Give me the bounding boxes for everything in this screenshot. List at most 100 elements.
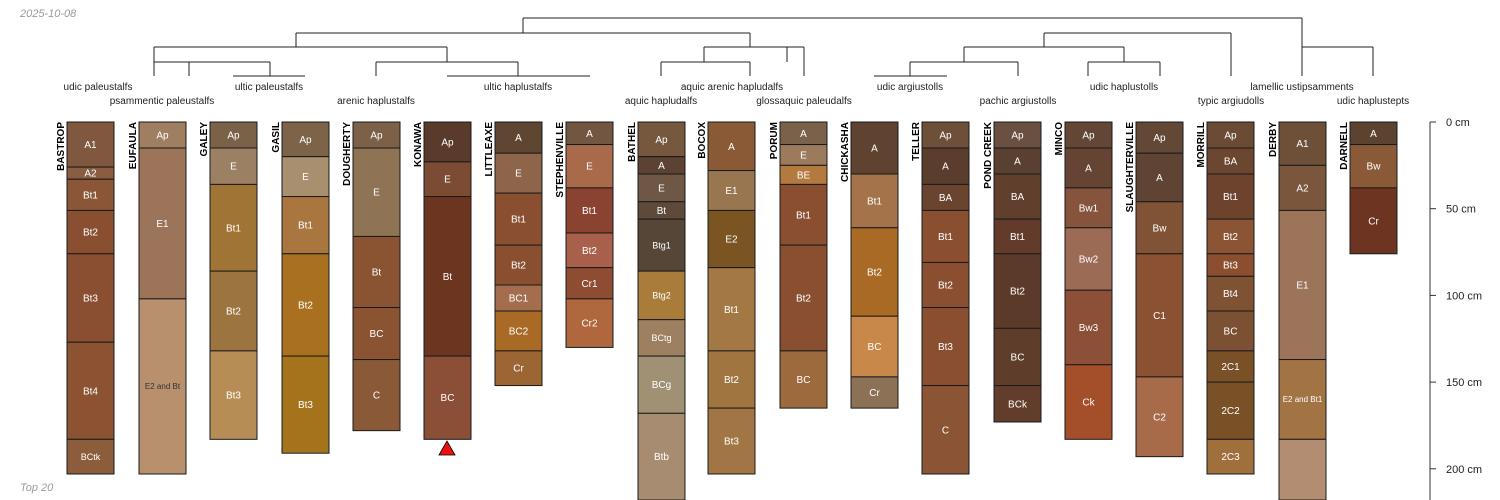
horizon-label: A [871,144,878,155]
horizon-block [1278,209,1327,361]
horizon-label: E2 and Bt1 [1283,395,1323,404]
taxon-label: glossaquic paleudalfs [756,96,852,107]
taxon-label: psammentic paleustalfs [110,96,215,107]
taxon-label: aquic hapludalfs [625,96,697,107]
soil-profile: AE BE Bt1 Bt2 BC PORUM [769,121,828,409]
horizon-label: Bt1 [511,215,526,226]
horizon-label: Bt2 [226,307,241,318]
soil-profile: Ap A BA Bt1 Bt2 Bt3 C TELLER [911,121,970,475]
horizon-block [779,183,828,246]
horizon-block [281,355,330,454]
soil-profile: A1 A2 E1 E2 and Bt1 DERBY [1268,121,1327,500]
horizon-label: Ap [156,131,169,142]
profile-name: PORUM [769,122,780,159]
profile-name: KONAWA [413,122,424,167]
horizon-label: E [586,162,593,173]
horizon-label: Bt2 [298,300,313,311]
horizon-label: Ap [227,131,240,142]
horizon-label: Bt3 [226,391,241,402]
axis-tick-label: 0 cm [1446,117,1470,129]
horizon-label: C2 [1153,412,1166,423]
horizon-label: A [1156,173,1163,184]
horizon-label: E [800,150,807,161]
taxon-label: arenic haplustalfs [337,96,415,107]
horizon-label: E [302,172,309,183]
horizon-label: Bt1 [724,305,739,316]
axis-tick-label: 200 cm [1446,464,1482,476]
horizon-block [66,341,115,440]
axis-tick-label: 50 cm [1446,204,1476,216]
horizon-block [707,121,756,172]
horizon-block [138,147,187,300]
horizon-label: Btb [654,452,669,463]
horizon-label: Ap [939,131,952,142]
profile-name: GASIL [271,122,282,153]
horizon-block [1135,152,1184,203]
horizon-block [209,147,258,185]
profile-name: STEPHENVILLE [555,122,566,198]
horizon-label: A [728,142,735,153]
horizon-label: Bw [1153,223,1168,234]
horizon-block [138,121,187,149]
horizon-block [565,298,614,348]
horizon-label: Cr [869,388,880,399]
horizon-block [921,307,970,387]
horizon-block [209,350,258,440]
profile-name: BATHEL [627,122,638,162]
horizon-block [1064,187,1113,229]
horizon-label: Bt3 [298,400,313,411]
horizon-label: E [230,162,237,173]
horizon-block [66,253,115,343]
soil-profile: A1 A2 Bt1 Bt2 Bt3 Bt4 BCtk BASTROP [56,121,115,475]
horizon-block [1064,227,1113,291]
horizon-block [1278,121,1327,166]
horizon-block [637,173,686,203]
horizon-block [707,209,756,269]
profile-name: BASTROP [56,122,67,171]
horizon-label: E [373,188,380,199]
axis-tick-label: 100 cm [1446,290,1482,302]
horizon-label: BC [441,393,455,404]
horizon-label: BE [797,170,811,181]
profile-name: BOCOX [697,122,708,159]
horizon-label: Bt2 [83,228,98,239]
horizon-label: E [444,175,451,186]
horizon-label: Bt1 [83,190,98,201]
horizon-label: A [586,129,593,140]
profile-name: DARNELL [1339,122,1350,170]
horizon-block [565,144,614,189]
horizon-label: Bt4 [1223,289,1238,300]
horizon-block [707,350,756,409]
horizon-label: A [1370,129,1377,140]
horizon-block [494,192,543,246]
horizon-label: C1 [1153,311,1166,322]
horizon-block [565,232,614,269]
horizon-block [1206,173,1255,220]
horizon-label: Bt4 [83,386,98,397]
horizon-block [993,173,1042,220]
horizon-label: Bt2 [511,261,526,272]
horizon-label: Bt2 [796,294,811,305]
horizon-block [1135,253,1184,378]
horizon-label: Bt [372,267,382,278]
profile-name: POND CREEK [983,121,994,188]
horizon-label: E1 [725,186,738,197]
horizon-label: Cr [1368,216,1379,227]
horizon-block [209,121,258,149]
horizon-label: BC1 [509,294,529,305]
horizon-label: Bt [657,206,667,217]
horizon-label: Bt3 [724,437,739,448]
horizon-label: BCtk [81,452,101,462]
horizon-block [281,196,330,255]
taxon-label: udic haplustolls [1090,82,1158,93]
taxonomic-labels: udic paleustalfs psammentic paleustalfs ul… [64,82,1410,107]
horizon-label: 2C1 [1221,362,1240,373]
horizon-label: BC [868,342,882,353]
horizon-block [138,298,187,475]
profile-name: LITTLEAXE [484,122,495,177]
profile-name: TELLER [911,121,922,161]
horizon-label: Bt [443,272,453,283]
horizon-label: BC2 [509,326,529,337]
horizon-label: Bt3 [938,342,953,353]
